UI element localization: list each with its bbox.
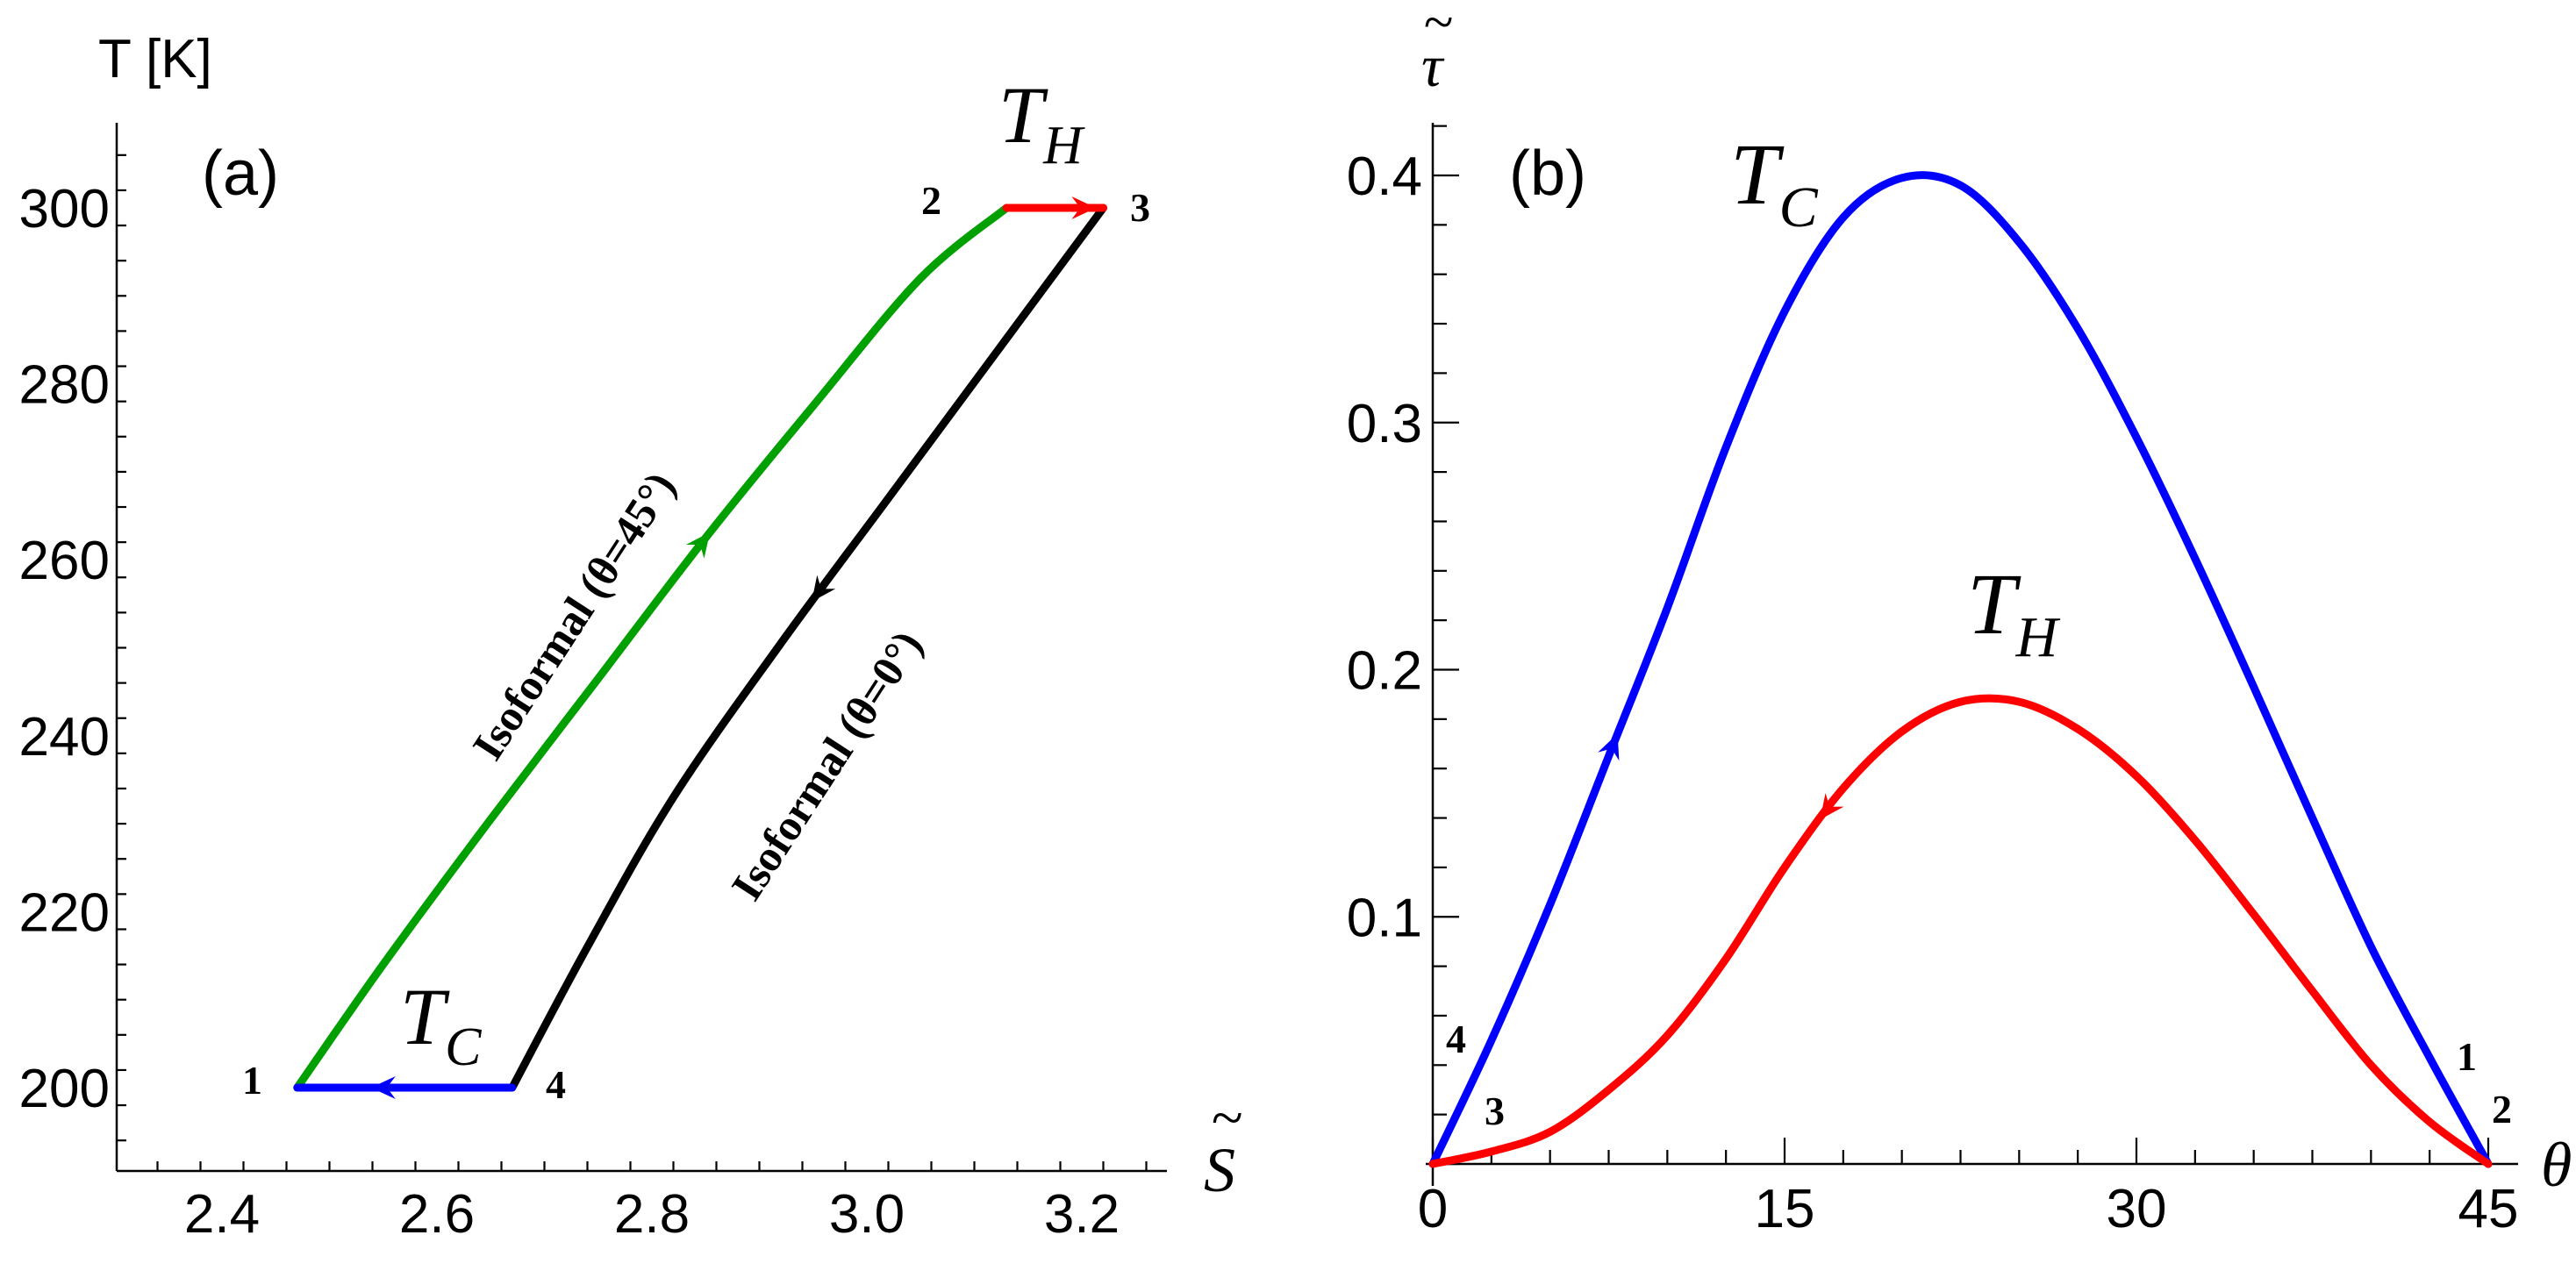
- panel-a-y-axis-title: T [K]: [98, 29, 212, 89]
- panel-b-x-tick-label: 0: [1418, 1179, 1448, 1239]
- panel-b-direction-arrow: [1820, 793, 1844, 820]
- panel-b-direction-arrow: [1598, 733, 1620, 761]
- panel-a-y-tick-label: 200: [19, 1059, 110, 1119]
- panel-b-tc-label: TC: [1730, 125, 1819, 239]
- panel-b-y-tick-label: 0.3: [1347, 394, 1422, 454]
- panel-b-point-1: 1: [2457, 1034, 2477, 1079]
- panel-b-y-axis-title: τ: [1421, 32, 1445, 99]
- panel-a-point-4: 4: [546, 1062, 566, 1107]
- panel-b-th-label: TH: [1967, 555, 2061, 669]
- panel-b-point-3: 3: [1485, 1089, 1505, 1133]
- panel-b-series: [1428, 171, 2493, 1168]
- panel-a-tc-label: TC: [400, 972, 482, 1077]
- panel-a-isoformal-45-label: Isoformal (θ=45°): [462, 463, 684, 768]
- panel-a-x-tick-label: 2.6: [399, 1184, 475, 1245]
- panel-a-direction-arrow: [1071, 196, 1097, 219]
- panel-a-th-label: TH: [998, 70, 1085, 175]
- panel-a-x-tick-label: 2.4: [184, 1184, 260, 1245]
- panel-a-axes: 200 220 240 260 280 300 2.4 2.6 2.8 3.0 3.2: [19, 123, 1167, 1245]
- panel-a-isoformal-0-label: Isoformal (θ=0°): [721, 622, 932, 909]
- panel-b-x-tick-label: 30: [2107, 1179, 2167, 1239]
- panel-a-y-tick-label: 280: [19, 355, 110, 416]
- panel-b-series-line: [1428, 171, 2493, 1168]
- panel-b-axes: 0.1 0.2 0.3 0.4 0 15 30 45: [1347, 123, 2519, 1239]
- panel-a-y-tick-label: 300: [19, 179, 110, 239]
- panel-a-point-1: 1: [242, 1058, 262, 1103]
- panel-a-x-axis-tilde: ~: [1211, 1086, 1242, 1150]
- panel-b-x-tick-label: 45: [2458, 1179, 2519, 1239]
- panel-a-direction-arrow: [685, 532, 711, 559]
- panel-b-y-tick-label: 0.1: [1347, 888, 1422, 948]
- panel-a-series-line: [293, 203, 1011, 1092]
- panel-a-direction-arrow: [812, 575, 836, 602]
- panel-a-y-tick-label: 240: [19, 707, 110, 767]
- panel-a-series: [293, 196, 1107, 1099]
- panel-a-x-axis-title: S: [1204, 1135, 1235, 1205]
- panel-a-series-line: [508, 203, 1107, 1092]
- panel-a-direction-arrow: [370, 1076, 396, 1099]
- panel-a-point-2: 2: [921, 178, 941, 223]
- panel-b-point-4: 4: [1446, 1017, 1466, 1061]
- panel-b-series-line: [1428, 694, 2493, 1168]
- panel-a-label: (a): [202, 139, 279, 209]
- panel-a-x-tick-label: 3.2: [1044, 1184, 1120, 1245]
- panel-a-y-tick-label: 260: [19, 531, 110, 591]
- panel-b-x-axis-title: θ: [2541, 1130, 2572, 1200]
- panel-b-y-axis-tilde: ~: [1423, 0, 1453, 53]
- panel-a-y-tick-label: 220: [19, 882, 110, 943]
- panel-b-y-tick-label: 0.2: [1347, 641, 1422, 702]
- panel-b-x-tick-label: 15: [1755, 1179, 1815, 1239]
- panel-b-y-tick-label: 0.4: [1347, 146, 1422, 207]
- panel-a-x-tick-label: 2.8: [614, 1184, 690, 1245]
- panel-b-torque-diagram: 0.10.20.30.40 15 30 45 (b) ~ τ θ TC TH 1 2 …: [1347, 0, 2572, 1239]
- panel-a-x-tick-label: 3.0: [829, 1184, 905, 1245]
- panel-a-point-3: 3: [1130, 185, 1150, 230]
- panel-b-label: (b): [1509, 139, 1586, 209]
- panel-b-point-2: 2: [2492, 1087, 2512, 1132]
- panel-a-tS-diagram: 200 220 240 260 280 300 2.4 2.6 2.8 3.0 3.2 (a) T …: [19, 29, 1242, 1245]
